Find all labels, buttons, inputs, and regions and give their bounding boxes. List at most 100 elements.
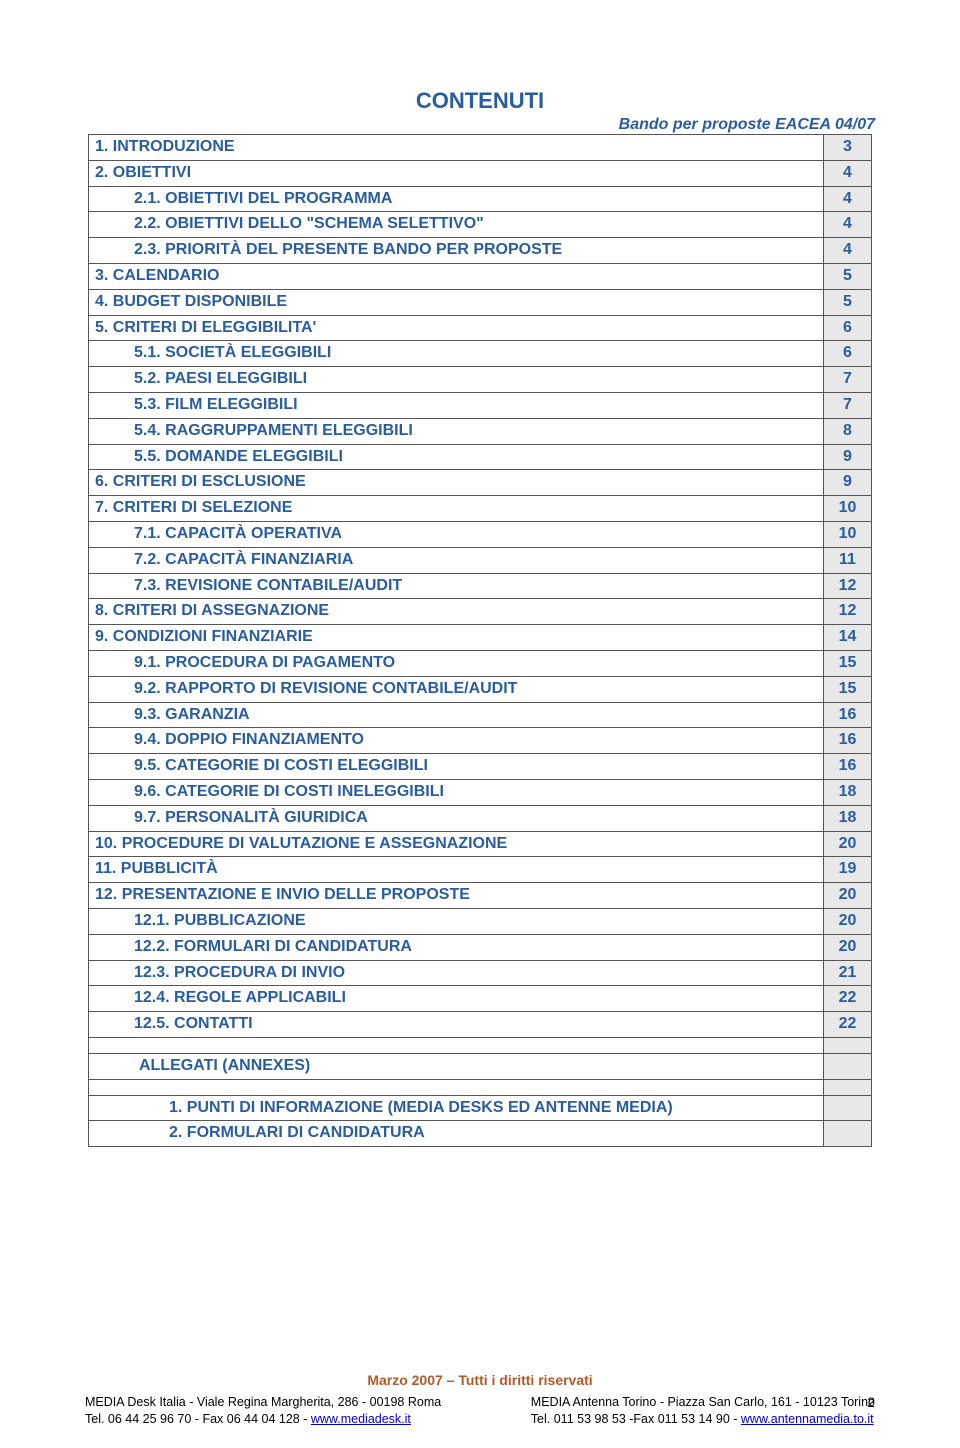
toc-row: 1. INTRODUZIONE3 [89, 135, 872, 161]
footer-left-line2-pre: Tel. 06 44 25 96 70 - Fax 06 44 04 128 - [85, 1412, 311, 1426]
toc-label[interactable]: 5.1. SOCIETÀ ELEGGIBILI [89, 341, 824, 367]
toc-page: 20 [824, 934, 872, 960]
toc-table: 1. INTRODUZIONE32. OBIETTIVI42.1. OBIETT… [88, 134, 872, 1147]
toc-label[interactable]: 9.4. DOPPIO FINANZIAMENTO [89, 728, 824, 754]
annex-item[interactable]: 1. PUNTI DI INFORMAZIONE (MEDIA DESKS ED… [89, 1095, 824, 1121]
toc-label[interactable]: 5.3. FILM ELEGGIBILI [89, 392, 824, 418]
toc-label[interactable]: 12.2. FORMULARI DI CANDIDATURA [89, 934, 824, 960]
annex-row: 1. PUNTI DI INFORMAZIONE (MEDIA DESKS ED… [89, 1095, 872, 1121]
toc-row: 9. CONDIZIONI FINANZIARIE14 [89, 625, 872, 651]
toc-label[interactable]: 1. INTRODUZIONE [89, 135, 824, 161]
toc-label[interactable]: 12.5. CONTATTI [89, 1012, 824, 1038]
annex-item[interactable]: 2. FORMULARI DI CANDIDATURA [89, 1121, 824, 1147]
toc-row: 5. CRITERI DI ELEGGIBILITA'6 [89, 315, 872, 341]
toc-page: 4 [824, 212, 872, 238]
toc-label[interactable]: 4. BUDGET DISPONIBILE [89, 289, 824, 315]
toc-row: 6. CRITERI DI ESCLUSIONE9 [89, 470, 872, 496]
toc-row: 9.3. GARANZIA16 [89, 702, 872, 728]
header-doc-title: Bando per proposte EACEA 04/07 [619, 116, 875, 134]
toc-row: 9.7. PERSONALITÀ GIURIDICA18 [89, 805, 872, 831]
toc-label[interactable]: 9.1. PROCEDURA DI PAGAMENTO [89, 650, 824, 676]
toc-label[interactable]: 5.5. DOMANDE ELEGGIBILI [89, 444, 824, 470]
toc-page: 20 [824, 831, 872, 857]
toc-page: 10 [824, 496, 872, 522]
toc-label[interactable]: 12. PRESENTAZIONE E INVIO DELLE PROPOSTE [89, 883, 824, 909]
toc-row: 5.3. FILM ELEGGIBILI7 [89, 392, 872, 418]
page-title: CONTENUTI [0, 88, 960, 114]
footer-right-line1: MEDIA Antenna Torino - Piazza San Carlo,… [531, 1394, 875, 1411]
footer-right-link[interactable]: www.antennamedia.to.it [741, 1412, 874, 1426]
toc-label[interactable]: 12.1. PUBBLICAZIONE [89, 908, 824, 934]
toc-page: 5 [824, 263, 872, 289]
page-number: 2 [867, 1394, 875, 1410]
footer-left-link[interactable]: www.mediadesk.it [311, 1412, 411, 1426]
toc-page: 4 [824, 186, 872, 212]
toc-row: 12.1. PUBBLICAZIONE20 [89, 908, 872, 934]
toc-page: 18 [824, 805, 872, 831]
toc-page: 22 [824, 1012, 872, 1038]
toc-row: 9.5. CATEGORIE DI COSTI ELEGGIBILI16 [89, 754, 872, 780]
toc-page: 3 [824, 135, 872, 161]
toc-label[interactable]: 3. CALENDARIO [89, 263, 824, 289]
toc-row: 12.3. PROCEDURA DI INVIO21 [89, 960, 872, 986]
toc-label[interactable]: 8. CRITERI DI ASSEGNAZIONE [89, 599, 824, 625]
toc-label[interactable]: 9.3. GARANZIA [89, 702, 824, 728]
toc-label[interactable]: 7. CRITERI DI SELEZIONE [89, 496, 824, 522]
toc-label[interactable]: 5.2. PAESI ELEGGIBILI [89, 367, 824, 393]
toc-label[interactable]: 11. PUBBLICITÀ [89, 857, 824, 883]
toc-label[interactable]: 2.3. PRIORITÀ DEL PRESENTE BANDO PER PRO… [89, 238, 824, 264]
annex-heading-row: ALLEGATI (ANNEXES) [89, 1053, 872, 1079]
footer-center: Marzo 2007 – Tutti i diritti riservati [85, 1372, 875, 1388]
toc-page: 16 [824, 754, 872, 780]
toc-label[interactable]: 10. PROCEDURE DI VALUTAZIONE E ASSEGNAZI… [89, 831, 824, 857]
toc-label[interactable]: 9.7. PERSONALITÀ GIURIDICA [89, 805, 824, 831]
toc-label[interactable]: 2.1. OBIETTIVI DEL PROGRAMMA [89, 186, 824, 212]
footer: Marzo 2007 – Tutti i diritti riservati M… [0, 1372, 960, 1428]
toc-row: 9.4. DOPPIO FINANZIAMENTO16 [89, 728, 872, 754]
toc-label[interactable]: 9.2. RAPPORTO DI REVISIONE CONTABILE/AUD… [89, 676, 824, 702]
toc-page: 9 [824, 444, 872, 470]
toc-row: 2.3. PRIORITÀ DEL PRESENTE BANDO PER PRO… [89, 238, 872, 264]
toc-row: 5.2. PAESI ELEGGIBILI7 [89, 367, 872, 393]
footer-right: MEDIA Antenna Torino - Piazza San Carlo,… [531, 1394, 875, 1428]
spacer-row [89, 1037, 872, 1053]
toc-row: 7.2. CAPACITÀ FINANZIARIA11 [89, 547, 872, 573]
toc-label[interactable]: 7.3. REVISIONE CONTABILE/AUDIT [89, 573, 824, 599]
toc-page: 12 [824, 573, 872, 599]
toc-row: 12. PRESENTAZIONE E INVIO DELLE PROPOSTE… [89, 883, 872, 909]
toc-row: 2.2. OBIETTIVI DELLO "SCHEMA SELETTIVO"4 [89, 212, 872, 238]
toc-label[interactable]: 5. CRITERI DI ELEGGIBILITA' [89, 315, 824, 341]
toc-page: 5 [824, 289, 872, 315]
toc-page: 16 [824, 702, 872, 728]
toc-page: 6 [824, 315, 872, 341]
toc-label[interactable]: 9.6. CATEGORIE DI COSTI INELEGGIBILI [89, 779, 824, 805]
toc-label[interactable]: 7.1. CAPACITÀ OPERATIVA [89, 521, 824, 547]
toc-row: 12.5. CONTATTI22 [89, 1012, 872, 1038]
toc-label[interactable]: 7.2. CAPACITÀ FINANZIARIA [89, 547, 824, 573]
toc-label[interactable]: 6. CRITERI DI ESCLUSIONE [89, 470, 824, 496]
toc-label[interactable]: 12.4. REGOLE APPLICABILI [89, 986, 824, 1012]
toc-row: 10. PROCEDURE DI VALUTAZIONE E ASSEGNAZI… [89, 831, 872, 857]
toc-page: 4 [824, 160, 872, 186]
toc-page: 10 [824, 521, 872, 547]
annex-page-blank [824, 1121, 872, 1147]
toc-page: 16 [824, 728, 872, 754]
toc-label[interactable]: 5.4. RAGGRUPPAMENTI ELEGGIBILI [89, 418, 824, 444]
toc-page: 8 [824, 418, 872, 444]
toc-label[interactable]: 2. OBIETTIVI [89, 160, 824, 186]
toc-row: 8. CRITERI DI ASSEGNAZIONE12 [89, 599, 872, 625]
toc-page: 12 [824, 599, 872, 625]
annex-row: 2. FORMULARI DI CANDIDATURA [89, 1121, 872, 1147]
footer-right-line2-pre: Tel. 011 53 98 53 -Fax 011 53 14 90 - [531, 1412, 741, 1426]
toc-row: 5.5. DOMANDE ELEGGIBILI9 [89, 444, 872, 470]
toc-label[interactable]: 12.3. PROCEDURA DI INVIO [89, 960, 824, 986]
footer-left: MEDIA Desk Italia - Viale Regina Margher… [85, 1394, 441, 1428]
toc-label[interactable]: 9. CONDIZIONI FINANZIARIE [89, 625, 824, 651]
toc-page: 18 [824, 779, 872, 805]
toc-row: 3. CALENDARIO5 [89, 263, 872, 289]
annex-page-blank [824, 1053, 872, 1079]
toc-label[interactable]: 9.5. CATEGORIE DI COSTI ELEGGIBILI [89, 754, 824, 780]
toc-page: 7 [824, 367, 872, 393]
toc-label[interactable]: 2.2. OBIETTIVI DELLO "SCHEMA SELETTIVO" [89, 212, 824, 238]
toc-row: 12.2. FORMULARI DI CANDIDATURA20 [89, 934, 872, 960]
